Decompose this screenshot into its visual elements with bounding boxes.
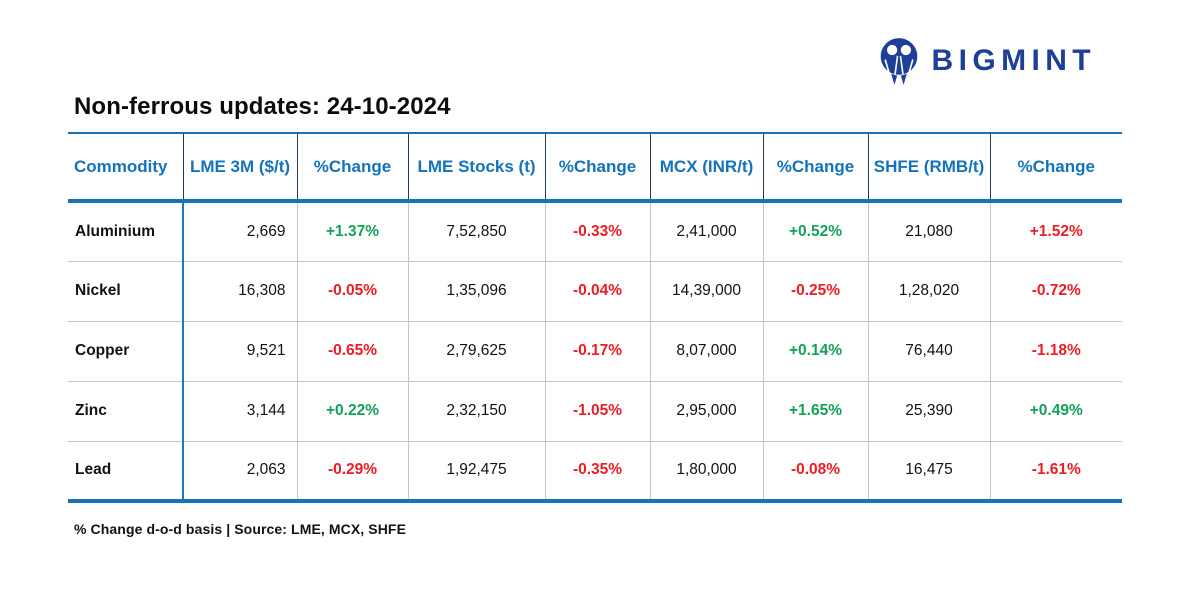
commodity-table: Commodity LME 3M ($/t) %Change LME Stock… [68,132,1122,503]
table-row-lead: Lead 2,063 -0.29% 1,92,475 -0.35% 1,80,0… [68,440,1122,501]
shfe-cell: 25,390 [868,380,991,441]
mcx-cell: 2,95,000 [650,380,764,441]
lme-3m-change-cell: -0.05% [297,260,409,321]
table-row-nickel: Nickel 16,308 -0.05% 1,35,096 -0.04% 14,… [68,260,1122,321]
mcx-change-cell: -0.08% [763,440,869,501]
mcx-cell: 8,07,000 [650,320,764,381]
shfe-change-cell: -1.18% [990,320,1122,381]
lme-3m-cell: 9,521 [183,320,298,381]
commodity-cell: Aluminium [68,201,184,261]
commodity-cell: Zinc [68,380,184,441]
table-row-zinc: Zinc 3,144 +0.22% 2,32,150 -1.05% 2,95,0… [68,380,1122,441]
page-title: Non-ferrous updates: 24-10-2024 [74,93,451,120]
shfe-change-cell: -1.61% [990,440,1122,501]
shfe-cell: 76,440 [868,320,991,381]
lme-stocks-change-cell: -1.05% [545,380,651,441]
mcx-cell: 1,80,000 [650,440,764,501]
header-lme-stocks-change: %Change [545,133,651,201]
lme-stocks-cell: 2,79,625 [408,320,546,381]
header-lme-stocks: LME Stocks (t) [408,133,546,201]
lme-3m-cell: 3,144 [183,380,298,441]
header-shfe-change: %Change [1017,156,1095,176]
mcx-change-cell: -0.25% [763,260,869,321]
shfe-change-cell: +0.49% [990,380,1122,441]
table-row-aluminium: Aluminium 2,669 +1.37% 7,52,850 -0.33% 2… [68,201,1122,261]
bigmint-logo: BIGMINT [877,36,1096,86]
lme-3m-cell: 2,669 [183,201,298,261]
shfe-cell: 1,28,020 [868,260,991,321]
lme-stocks-change-cell: -0.17% [545,320,651,381]
lme-stocks-cell: 7,52,850 [408,201,546,261]
header-mcx: MCX (INR/t) [650,133,764,201]
commodity-cell: Lead [68,440,184,501]
table-row-copper: Copper 9,521 -0.65% 2,79,625 -0.17% 8,07… [68,320,1122,381]
lme-stocks-change-cell: -0.04% [545,260,651,321]
commodity-cell: Nickel [68,260,184,321]
shfe-cell: 21,080 [868,201,991,261]
lme-3m-change-cell: -0.65% [297,320,409,381]
header-lme-3m: LME 3M ($/t) [183,133,298,201]
header-mcx-change: %Change [763,133,869,201]
header-commodity: Commodity [68,133,184,201]
shfe-change-cell: -0.72% [990,260,1122,321]
lme-3m-cell: 16,308 [183,260,298,321]
lme-stocks-cell: 1,35,096 [408,260,546,321]
header-shfe: SHFE (RMB/t) [868,133,991,201]
mcx-change-cell: +0.52% [763,201,869,261]
lme-3m-change-cell: -0.29% [297,440,409,501]
mcx-change-cell: +1.65% [763,380,869,441]
mcx-cell: 14,39,000 [650,260,764,321]
shfe-change-cell: +1.52% [1029,222,1083,240]
header-lme-3m-change: %Change [297,133,409,201]
mcx-cell: 2,41,000 [650,201,764,261]
source-footnote: % Change d-o-d basis | Source: LME, MCX,… [74,521,407,537]
lme-stocks-change-cell: -0.35% [545,440,651,501]
lme-stocks-change-cell: -0.33% [545,201,651,261]
commodity-cell: Copper [68,320,184,381]
table-header-row: Commodity LME 3M ($/t) %Change LME Stock… [68,133,1122,201]
lme-3m-change-cell: +0.22% [297,380,409,441]
brand-name: BIGMINT [931,44,1096,77]
lme-stocks-cell: 2,32,150 [408,380,546,441]
lme-3m-change-cell: +1.37% [297,201,409,261]
lme-stocks-cell: 1,92,475 [408,440,546,501]
bigmint-logo-icon [877,36,921,86]
shfe-cell: 16,475 [868,440,991,501]
mcx-change-cell: +0.14% [763,320,869,381]
lme-3m-cell: 2,063 [183,440,298,501]
